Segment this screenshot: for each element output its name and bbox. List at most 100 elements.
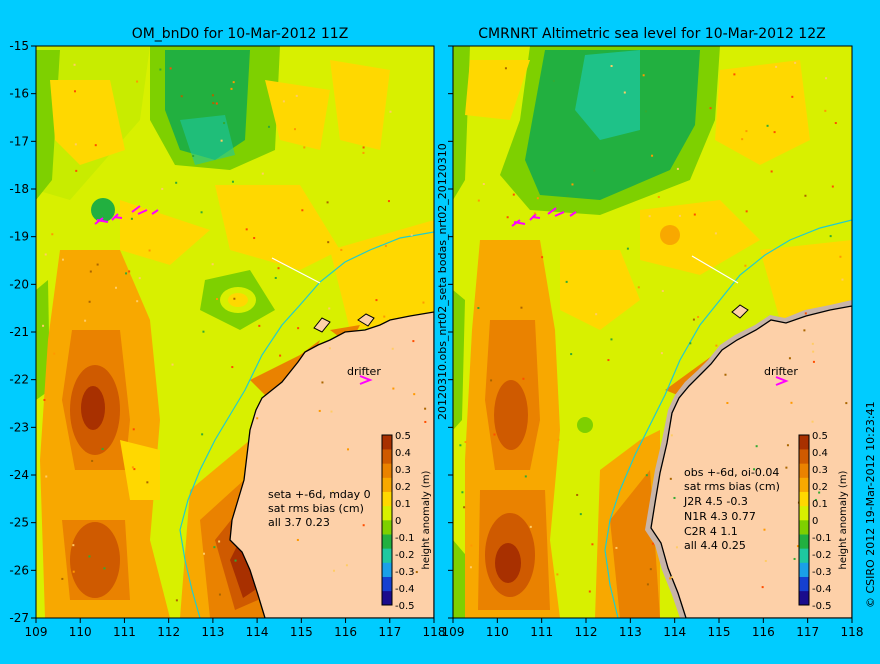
- colorbar-swatch: [382, 463, 392, 478]
- observation-point: [726, 401, 729, 404]
- x-tick-label: 110: [486, 625, 509, 639]
- observation-point: [645, 474, 648, 477]
- x-tick-label: 117: [378, 625, 401, 639]
- observation-point: [541, 256, 544, 259]
- observation-point: [293, 128, 296, 131]
- colorbar-swatch: [382, 534, 392, 549]
- y-tick-label: -18: [9, 182, 29, 196]
- observation-point: [331, 490, 334, 493]
- observation-point: [230, 87, 233, 90]
- observation-point: [623, 91, 626, 94]
- observation-point: [389, 110, 392, 113]
- y-tick-label: -21: [9, 325, 29, 339]
- observation-point: [678, 214, 681, 217]
- observation-point: [211, 94, 214, 97]
- colorbar-tick-label: -0.2: [395, 550, 415, 561]
- observation-point: [829, 235, 832, 238]
- colorbar-swatch: [382, 562, 392, 577]
- observation-point: [761, 586, 764, 589]
- observation-point: [825, 77, 828, 80]
- field-contour: [453, 46, 470, 200]
- observation-point: [84, 319, 87, 322]
- observation-point: [136, 80, 139, 83]
- observation-point: [148, 249, 151, 252]
- observation-point: [522, 377, 525, 380]
- colorbar-swatch: [382, 576, 392, 592]
- stats-line: J2R 4.5 -0.3: [683, 495, 748, 508]
- observation-point: [330, 410, 333, 413]
- observation-point: [803, 329, 806, 332]
- stats-line: all 3.7 0.23: [268, 516, 330, 529]
- observation-point: [175, 599, 178, 602]
- observation-point: [461, 491, 464, 494]
- drifter-label: drifter: [347, 365, 381, 378]
- colorbar-tick-label: 0: [395, 516, 401, 527]
- observation-point: [579, 513, 582, 516]
- observation-point: [169, 67, 172, 70]
- observation-point: [755, 445, 758, 448]
- axis-ticks: 109 110 111 112 113 114 115 116 117 118: [442, 45, 863, 639]
- observation-point: [824, 109, 827, 112]
- observation-point: [295, 94, 298, 97]
- stats-line: sat rms bias (cm): [684, 480, 780, 493]
- observation-point: [811, 420, 814, 423]
- field-contour: [330, 220, 434, 330]
- field-contour: [577, 417, 593, 433]
- observation-point: [770, 170, 773, 173]
- observation-point: [274, 276, 277, 279]
- observation-point: [791, 95, 794, 98]
- x-tick-label: 114: [246, 625, 269, 639]
- observation-point: [571, 183, 574, 186]
- x-tick-label: 111: [530, 625, 553, 639]
- field-contour: [660, 225, 680, 245]
- observation-point: [213, 546, 216, 549]
- observation-point: [463, 506, 466, 509]
- colorbar-tick-label: 0.5: [395, 431, 411, 442]
- y-tick-label: -15: [9, 39, 29, 53]
- colorbar-swatch: [382, 435, 392, 450]
- observation-point: [566, 194, 569, 197]
- observation-point: [692, 318, 695, 321]
- observation-point: [232, 81, 235, 84]
- observation-point: [218, 540, 221, 543]
- observation-point: [410, 233, 413, 236]
- colorbar-tick-label: -0.4: [812, 584, 832, 595]
- colorbar-tick-label: -0.2: [812, 550, 832, 561]
- observation-point: [211, 263, 214, 266]
- observation-point: [328, 347, 331, 350]
- colorbar-swatch: [382, 491, 392, 507]
- observation-point: [392, 387, 395, 390]
- colorbar-tick-label: 0.3: [812, 465, 828, 476]
- field-contour: [265, 80, 330, 150]
- observation-point: [764, 559, 767, 562]
- y-tick-label: -16: [9, 87, 29, 101]
- observation-point: [642, 74, 645, 77]
- colorbar-label: height anomaly (m): [838, 470, 849, 569]
- observation-point: [753, 468, 756, 471]
- observation-point: [493, 433, 496, 436]
- x-tick-label: 110: [69, 625, 92, 639]
- x-tick-label: 116: [752, 625, 775, 639]
- observation-point: [277, 267, 280, 270]
- colorbar-tick-label: -0.5: [395, 601, 415, 612]
- observation-point: [745, 130, 748, 133]
- colorbar-tick-label: 0.3: [395, 465, 411, 476]
- observation-point: [811, 342, 814, 345]
- observation-point: [74, 143, 77, 146]
- colorbar-tick-label: 0.1: [395, 499, 411, 510]
- observation-point: [146, 481, 149, 484]
- right-map-field: drifter obs +-6d, oi-0.04 sat rms bias (…: [453, 46, 852, 618]
- observation-point: [327, 241, 330, 244]
- stats-line: sat rms bias (cm): [268, 502, 364, 515]
- observation-point: [512, 193, 515, 196]
- observation-point: [212, 102, 215, 105]
- observation-point: [715, 344, 718, 347]
- observation-point: [669, 577, 672, 580]
- observation-point: [626, 247, 629, 250]
- observation-point: [159, 68, 162, 71]
- chart-title: OM_bnD0 for 10-Mar-2012 11Z: [132, 26, 349, 42]
- colorbar-swatch: [799, 590, 809, 606]
- observation-point: [790, 401, 793, 404]
- observation-point: [709, 107, 712, 110]
- observation-point: [267, 125, 270, 128]
